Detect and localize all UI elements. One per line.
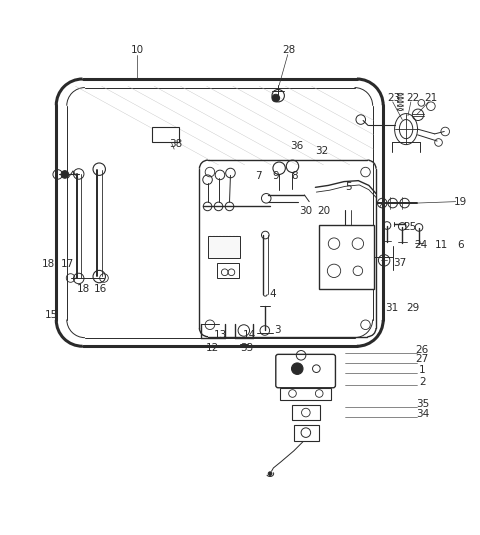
Text: 9: 9 <box>272 171 278 181</box>
Text: 29: 29 <box>406 303 420 313</box>
Text: 24: 24 <box>415 240 428 250</box>
Text: 23: 23 <box>387 93 400 103</box>
Text: 28: 28 <box>282 45 295 55</box>
Text: 12: 12 <box>206 343 219 353</box>
Bar <box>291 405 320 420</box>
Text: 3: 3 <box>274 325 280 335</box>
Text: 26: 26 <box>416 345 429 355</box>
Text: 30: 30 <box>300 206 312 216</box>
Text: 2: 2 <box>419 377 426 387</box>
Text: 17: 17 <box>60 259 74 269</box>
Text: 11: 11 <box>435 240 448 250</box>
Text: 27: 27 <box>416 354 429 364</box>
Text: 38: 38 <box>169 140 182 149</box>
Text: 6: 6 <box>457 240 464 250</box>
Bar <box>319 225 373 289</box>
Text: 7: 7 <box>255 171 262 181</box>
Text: 19: 19 <box>454 197 467 207</box>
Text: 18: 18 <box>42 259 55 269</box>
Text: 36: 36 <box>291 141 304 151</box>
Text: 21: 21 <box>424 93 437 103</box>
Text: 16: 16 <box>94 284 107 294</box>
Bar <box>207 236 240 258</box>
FancyBboxPatch shape <box>276 354 336 388</box>
Bar <box>280 388 331 400</box>
Text: 31: 31 <box>385 303 398 313</box>
Text: 8: 8 <box>291 171 298 181</box>
Text: 32: 32 <box>315 146 329 156</box>
Text: 25: 25 <box>403 222 416 232</box>
Bar <box>152 127 180 142</box>
Text: 5: 5 <box>346 182 352 192</box>
Text: 20: 20 <box>317 206 330 216</box>
Circle shape <box>268 472 272 476</box>
Text: 33: 33 <box>240 343 254 353</box>
Text: 35: 35 <box>416 399 429 409</box>
Circle shape <box>61 171 69 178</box>
Text: 1: 1 <box>419 365 426 375</box>
Text: 37: 37 <box>393 258 407 268</box>
Circle shape <box>272 94 280 102</box>
Text: 14: 14 <box>243 330 256 340</box>
Text: 10: 10 <box>131 45 144 55</box>
Text: 13: 13 <box>213 330 227 340</box>
Text: 4: 4 <box>269 289 276 299</box>
Text: 22: 22 <box>406 93 420 103</box>
Circle shape <box>291 363 303 374</box>
Bar <box>217 263 239 278</box>
Text: 15: 15 <box>45 310 58 320</box>
Text: 18: 18 <box>77 284 90 294</box>
Bar <box>294 425 319 441</box>
Text: 34: 34 <box>416 409 429 419</box>
